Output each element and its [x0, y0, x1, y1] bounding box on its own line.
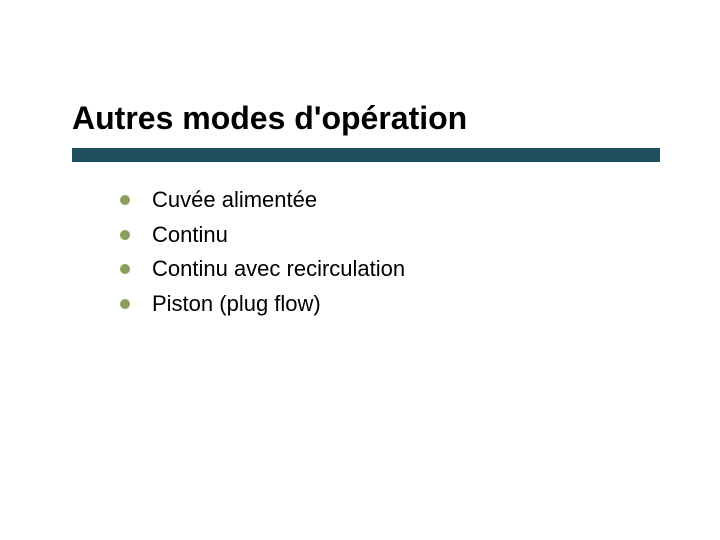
- bullet-icon: [120, 264, 130, 274]
- bullet-icon: [120, 230, 130, 240]
- slide-title: Autres modes d'opération: [72, 100, 467, 137]
- bullet-icon: [120, 299, 130, 309]
- list-item: Cuvée alimentée: [120, 186, 405, 215]
- bullet-text: Piston (plug flow): [152, 290, 321, 319]
- bullet-list: Cuvée alimentée Continu Continu avec rec…: [120, 186, 405, 324]
- slide: Autres modes d'opération Cuvée alimentée…: [0, 0, 720, 540]
- list-item: Continu avec recirculation: [120, 255, 405, 284]
- bullet-icon: [120, 195, 130, 205]
- bullet-text: Continu avec recirculation: [152, 255, 405, 284]
- list-item: Continu: [120, 221, 405, 250]
- list-item: Piston (plug flow): [120, 290, 405, 319]
- bullet-text: Cuvée alimentée: [152, 186, 317, 215]
- bullet-text: Continu: [152, 221, 228, 250]
- title-underline: [72, 148, 660, 162]
